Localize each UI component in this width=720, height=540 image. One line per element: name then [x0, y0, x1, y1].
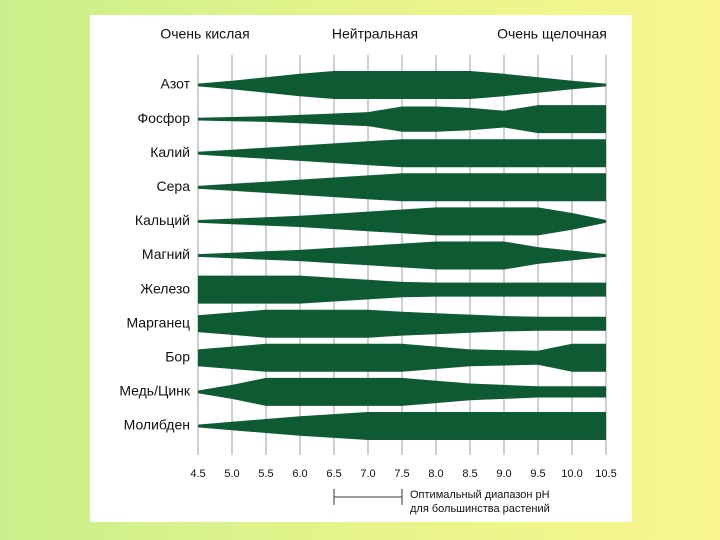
zone-label: Нейтральная: [332, 26, 418, 42]
zone-label: Очень кислая: [160, 26, 249, 42]
series-label: Медь/Цинк: [119, 383, 191, 399]
zone-label: Очень щелочная: [497, 26, 607, 42]
x-tick-label: 10.0: [561, 468, 582, 480]
x-tick-label: 8.5: [462, 468, 477, 480]
availability-band: [198, 207, 606, 236]
availability-band: [198, 139, 606, 168]
availability-band: [198, 275, 606, 304]
series-label: Бор: [165, 349, 190, 365]
availability-band: [198, 241, 606, 270]
note: Оптимальный диапазон pH: [410, 489, 550, 501]
series-label: Кальций: [135, 212, 190, 228]
x-tick-label: 5.0: [224, 468, 239, 480]
x-tick-label: 7.0: [360, 468, 375, 480]
x-tick-label: 5.5: [258, 468, 273, 480]
x-tick-label: 4.5: [190, 468, 205, 480]
series-label: Сера: [157, 178, 191, 194]
x-tick-label: 6.5: [326, 468, 341, 480]
x-tick-label: 7.5: [394, 468, 409, 480]
x-tick-label: 8.0: [428, 468, 443, 480]
series-label: Азот: [161, 76, 191, 92]
series-label: Железо: [140, 280, 190, 296]
x-tick-label: 6.0: [292, 468, 307, 480]
series-label: Марганец: [126, 314, 190, 330]
availability-band: [198, 71, 606, 99]
series-label: Калий: [150, 144, 190, 160]
availability-band: [198, 377, 606, 406]
series-label: Фосфор: [137, 110, 190, 126]
availability-band: [198, 412, 606, 440]
x-tick-label: 9.0: [496, 468, 511, 480]
x-tick-label: 10.5: [595, 468, 616, 480]
note: для большинства растений: [410, 503, 550, 515]
availability-band: [198, 343, 606, 372]
availability-band: [198, 105, 606, 134]
series-label: Молибден: [124, 417, 190, 433]
series-label: Магний: [142, 246, 190, 262]
availability-band: [198, 309, 606, 338]
x-tick-label: 9.5: [530, 468, 545, 480]
availability-band: [198, 173, 606, 202]
